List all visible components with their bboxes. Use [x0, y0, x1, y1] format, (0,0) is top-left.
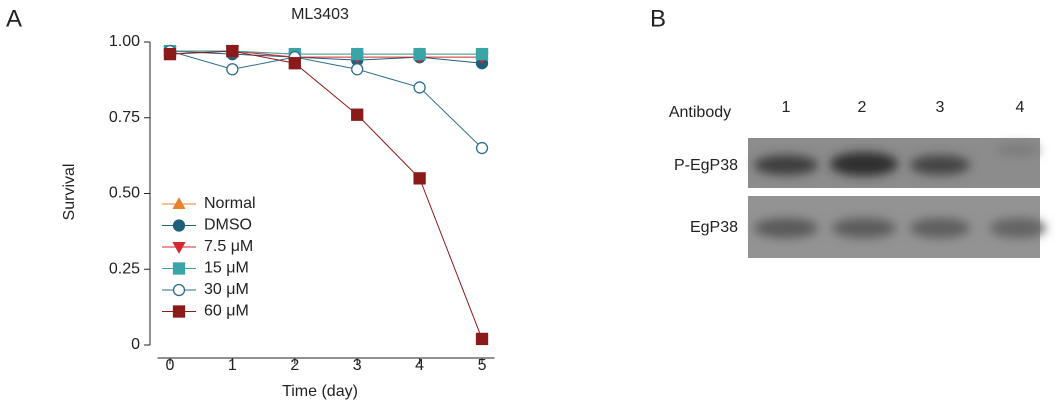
marker	[288, 57, 301, 70]
blot-header: Antibody	[669, 104, 731, 121]
marker	[413, 172, 426, 185]
marker	[226, 63, 239, 76]
legend-label: 30 μM	[204, 281, 249, 298]
bands	[754, 144, 1046, 238]
x-tick-label: 3	[353, 357, 362, 374]
series-line	[169, 50, 483, 340]
legend-label: Normal	[204, 195, 256, 212]
x-tick-label: 5	[478, 357, 487, 374]
row-label: P-EgP38	[674, 157, 738, 174]
lane-label: 2	[858, 99, 867, 116]
marker	[172, 262, 186, 275]
x-axis-label: Time (day)	[282, 383, 358, 400]
marker	[413, 47, 426, 61]
marker	[226, 44, 239, 58]
marker	[351, 63, 364, 76]
marker	[351, 47, 364, 61]
series-line	[169, 50, 483, 64]
marker	[413, 81, 426, 94]
marker	[163, 47, 177, 61]
chart-title: ML3403	[291, 6, 349, 23]
marker	[475, 141, 489, 155]
legend-label: DMSO	[204, 217, 252, 234]
legend-label: 7.5 μM	[204, 238, 253, 255]
marker	[172, 241, 186, 254]
x-tick-label: 4	[415, 357, 424, 374]
legend-label: 60 μM	[204, 303, 249, 320]
x-tick-label: 0	[166, 357, 175, 374]
y-tick-label: 0.50	[109, 185, 140, 202]
marker	[172, 197, 186, 210]
blot: Antibody 1 2 3 4 P-EgP38 EgP38	[669, 99, 1046, 258]
row-label: EgP38	[690, 219, 738, 236]
y-tick-label: 1.00	[109, 33, 140, 50]
marker	[475, 47, 489, 61]
x-tick-label: 1	[228, 357, 237, 374]
series-line	[169, 50, 483, 149]
marker	[351, 108, 364, 121]
marker	[172, 219, 186, 232]
panel-label: A	[6, 5, 22, 32]
lane-label: 1	[782, 99, 791, 116]
x-tick-label: 2	[290, 357, 299, 374]
marker	[172, 305, 186, 318]
y-tick-label: 0.25	[109, 260, 140, 277]
lane-label: 3	[936, 99, 945, 116]
legend-label: 15 μM	[204, 260, 249, 277]
lane-label: 4	[1016, 99, 1025, 116]
y-axis-label: Survival	[61, 164, 78, 221]
marker	[172, 283, 186, 297]
series-line	[169, 50, 483, 55]
marker	[475, 332, 489, 346]
panel-label: B	[650, 5, 666, 32]
y-tick-label: 0.75	[109, 109, 140, 126]
y-tick-label: 0	[131, 336, 140, 353]
